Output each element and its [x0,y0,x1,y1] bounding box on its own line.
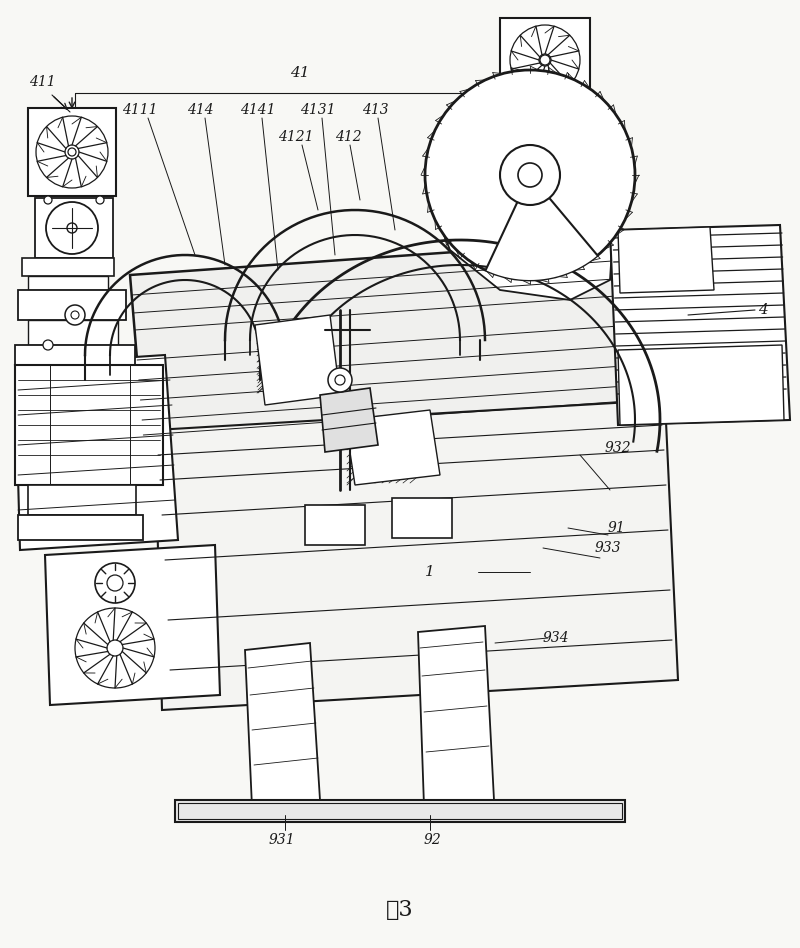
Bar [175,800,625,822]
Polygon shape [486,175,598,280]
Bar [18,290,126,320]
Bar [305,505,365,545]
Circle shape [335,375,345,385]
Text: 4131: 4131 [300,103,336,117]
Bar [28,276,108,290]
Text: 4111: 4111 [122,103,158,117]
Bar [15,345,135,365]
Bar [22,258,114,276]
Polygon shape [418,626,494,806]
Text: 933: 933 [594,541,622,555]
Text: 92: 92 [423,833,441,847]
Circle shape [67,223,77,233]
Polygon shape [255,315,340,405]
Text: 934: 934 [542,631,570,645]
Bar [392,498,452,538]
Circle shape [95,563,135,603]
Circle shape [107,575,123,591]
Text: 412: 412 [334,130,362,144]
Circle shape [65,305,85,325]
Circle shape [328,368,352,392]
Text: 4121: 4121 [278,130,314,144]
Bar [35,198,113,258]
Circle shape [96,196,104,204]
Circle shape [68,148,76,156]
Circle shape [518,163,542,187]
Polygon shape [130,235,715,455]
Circle shape [425,70,635,280]
Polygon shape [345,410,440,485]
Circle shape [500,145,560,205]
Polygon shape [15,355,178,550]
Text: 932: 932 [605,441,631,455]
Bar [28,485,136,515]
Text: 413: 413 [362,103,388,117]
Polygon shape [618,345,784,425]
Text: 4141: 4141 [240,103,276,117]
Circle shape [540,55,550,65]
Text: 411: 411 [29,75,55,89]
Text: 1: 1 [425,565,435,579]
Text: 41: 41 [290,66,310,80]
Bar [28,108,116,196]
Circle shape [44,196,52,204]
Circle shape [71,311,79,319]
Text: 91: 91 [607,521,625,535]
Text: 931: 931 [269,833,295,847]
Polygon shape [155,400,678,710]
Text: 414: 414 [186,103,214,117]
Circle shape [43,340,53,350]
Bar [178,803,622,819]
Bar [18,515,143,540]
Polygon shape [610,225,790,425]
Polygon shape [618,227,714,293]
Circle shape [46,202,98,254]
Bar [28,320,118,345]
Bar [500,18,590,103]
Polygon shape [245,643,320,807]
Text: 图3: 图3 [386,899,414,921]
Bar [15,365,163,485]
Polygon shape [320,388,378,452]
Polygon shape [45,545,220,705]
Text: 4: 4 [758,303,768,317]
Polygon shape [430,110,615,300]
